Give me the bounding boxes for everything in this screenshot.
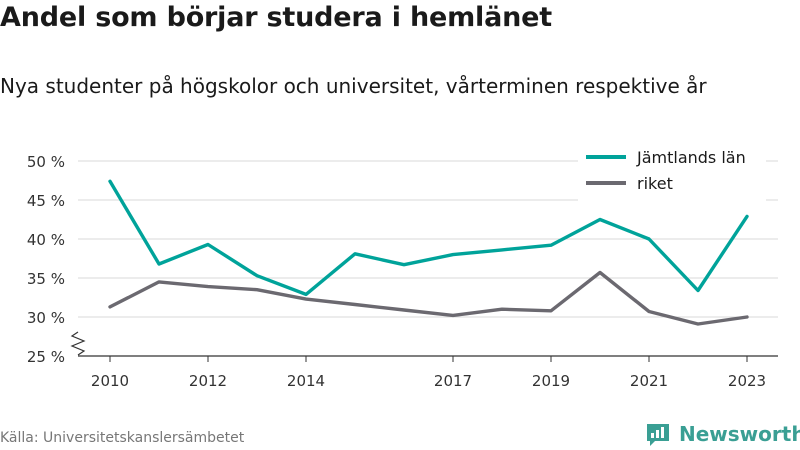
- series-line-riket: [108, 270, 749, 326]
- x-tick-label: 2017: [434, 372, 472, 390]
- legend-label: riket: [637, 174, 673, 193]
- x-tick-label: 2014: [287, 372, 325, 390]
- chart-subtitle: Nya studenter på högskolor och universit…: [0, 74, 707, 98]
- y-tick-label: 35 %: [27, 270, 65, 288]
- x-tick-label: 2023: [728, 372, 766, 390]
- y-tick-label: 25 %: [27, 348, 65, 366]
- chart-title: Andel som börjar studera i hemlänet: [0, 2, 552, 33]
- x-tick-label: 2010: [91, 372, 129, 390]
- brand-logo: Newsworthy: [645, 420, 800, 448]
- line-chart: 25 % 30 % 35 % 40 % 45 % 50 % 2010 2012 2014 2017…: [26, 140, 778, 390]
- axis-break-marker: [70, 331, 86, 356]
- series-line-jamtlands-lan: [108, 179, 749, 297]
- legend: Jämtlands län riket: [578, 140, 766, 202]
- source-note: Källa: Universitetskanslersämbetet: [0, 430, 245, 446]
- series-lines: [108, 179, 749, 326]
- legend-label: Jämtlands län: [636, 148, 746, 167]
- brand-name: Newsworthy: [679, 422, 800, 446]
- y-tick-label: 30 %: [27, 309, 65, 327]
- newsworthy-icon: [647, 424, 669, 446]
- y-tick-label: 40 %: [27, 231, 65, 249]
- x-tick-label: 2019: [532, 372, 570, 390]
- x-tick-label: 2012: [189, 372, 227, 390]
- y-tick-label: 50 %: [27, 153, 65, 171]
- legend-background: [578, 140, 766, 202]
- y-tick-label: 45 %: [27, 192, 65, 210]
- axes: 25 % 30 % 35 % 40 % 45 % 50 % 2010 2012 2014 2017…: [27, 153, 778, 390]
- x-tick-label: 2021: [630, 372, 668, 390]
